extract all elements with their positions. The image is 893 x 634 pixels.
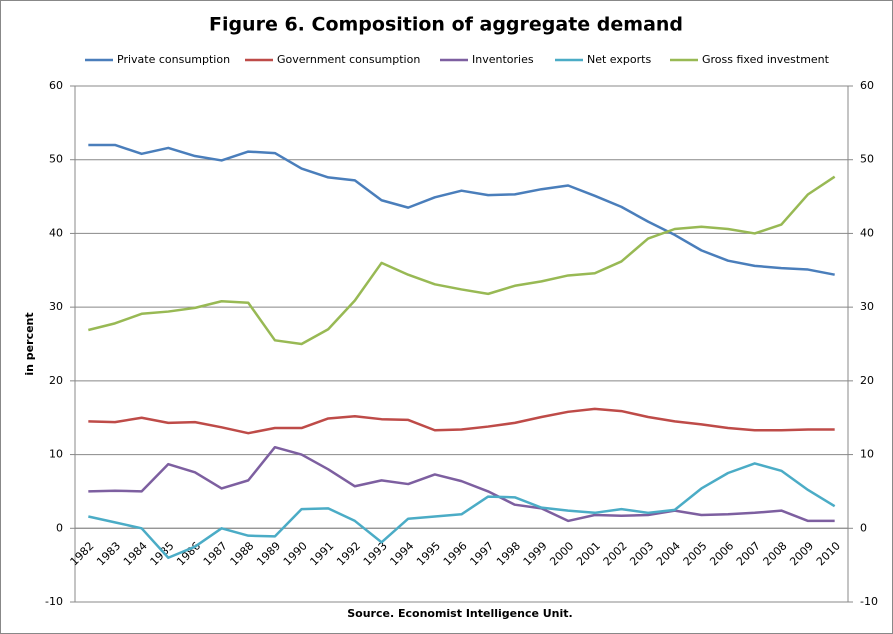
series-line (88, 445, 835, 523)
y-axis-title: in percent (23, 312, 36, 375)
y-tick-label: -10 (45, 595, 63, 608)
y2-tick-label: 30 (860, 300, 874, 313)
legend-label: Government consumption (277, 53, 420, 66)
y2-tick-label: -10 (860, 595, 878, 608)
y-tick-label: 30 (49, 300, 63, 313)
y-tick-label: 50 (49, 153, 63, 166)
chart-title: Figure 6. Composition of aggregate deman… (209, 14, 683, 36)
y-tick-label: 40 (49, 226, 63, 239)
legend-label: Inventories (472, 53, 534, 66)
y-tick-label: 0 (56, 521, 63, 534)
legend-label: Gross fixed investment (702, 53, 830, 66)
y-tick-label: 60 (49, 79, 63, 92)
x-axis-title: Source. Economist Intelligence Unit. (347, 607, 572, 620)
y2-tick-label: 50 (860, 153, 874, 166)
series-line (88, 462, 836, 560)
y2-tick-label: 0 (860, 521, 867, 534)
series-line (88, 407, 835, 435)
y-tick-label: 10 (49, 448, 63, 461)
series-line (88, 175, 836, 346)
y2-tick-label: 40 (860, 226, 874, 239)
legend-label: Private consumption (117, 53, 230, 66)
y2-tick-label: 20 (860, 374, 874, 387)
y-tick-label: 20 (49, 374, 63, 387)
legend-label: Net exports (587, 53, 651, 66)
series-line (88, 143, 835, 276)
y2-tick-label: 10 (860, 448, 874, 461)
y2-tick-label: 60 (860, 79, 874, 92)
